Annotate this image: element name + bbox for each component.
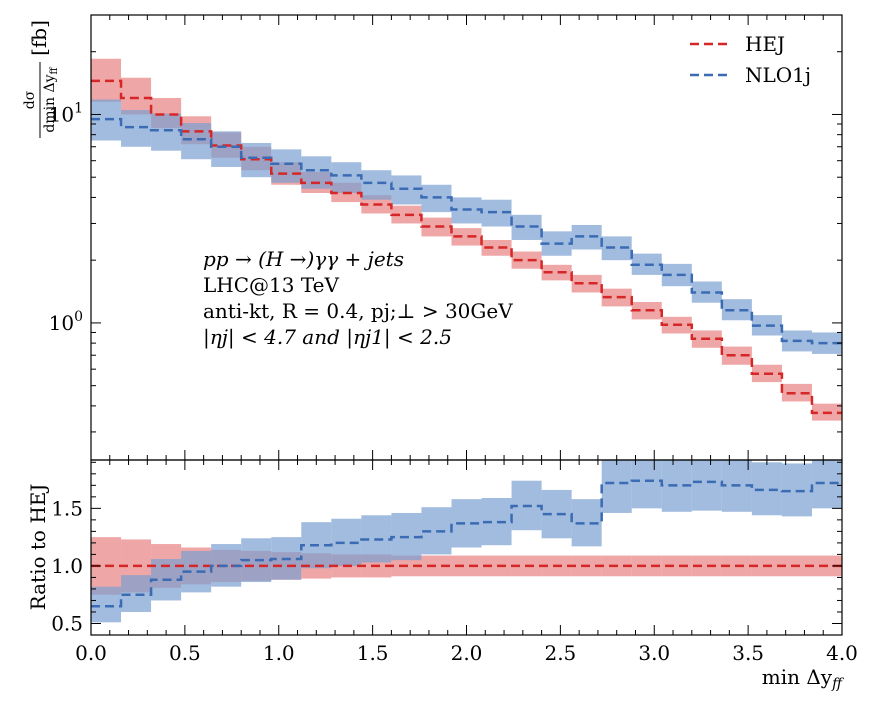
main-band-hej-23: [781, 383, 812, 402]
main-band-hej-15: [541, 264, 572, 281]
ratio-band-hej-20: [691, 555, 722, 577]
main-bands: [91, 58, 842, 421]
ylabel-denominator: dmin Δyff: [42, 66, 60, 132]
x-tick-label: 4.0: [826, 641, 858, 665]
legend: HEJ NLO1j: [690, 32, 811, 87]
ylabel-numerator: dσ: [22, 90, 38, 109]
ratio-band-nlo1j-0: [91, 586, 122, 623]
y-tick-label: 101: [49, 100, 83, 126]
main-band-nlo1j-3: [181, 122, 212, 160]
x-tick-label: 2.0: [451, 641, 483, 665]
ratio-band-nlo1j-17: [601, 460, 632, 513]
ratio-band-hej-18: [631, 555, 662, 577]
main-band-nlo1j-2: [151, 113, 182, 151]
ratio-y-tick-label: 0.5: [51, 611, 83, 635]
ratio-band-hej-12: [451, 555, 482, 577]
main-band-hej-16: [571, 274, 602, 293]
annotation-lhc: LHC@13 TeV: [203, 273, 339, 297]
x-tick-label: 1.5: [357, 641, 389, 665]
main-band-nlo1j-6: [271, 149, 302, 183]
x-tick-label: 0.0: [75, 641, 107, 665]
main-band-nlo1j-17: [601, 236, 632, 261]
x-tick-label: 3.0: [638, 641, 670, 665]
xlabel: min Δyff: [762, 665, 844, 692]
ratio-y-tick-label: 1.5: [51, 496, 83, 520]
main-line-hej: [91, 79, 842, 415]
main-band-hej-21: [721, 346, 752, 365]
main-lines: [91, 79, 842, 415]
annotation-eta-cuts: |ηj| < 4.7 and |ηj1| < 2.5: [203, 325, 452, 350]
ratio-band-hej-11: [421, 555, 452, 577]
main-band-hej-13: [481, 239, 512, 256]
x-tick-label: 2.5: [544, 641, 576, 665]
ratio-ylabel: Ratio to HEJ: [26, 484, 50, 611]
axes: [90, 14, 843, 636]
x-tick-label: 1.0: [263, 641, 295, 665]
ratio-band-hej-13: [481, 555, 512, 577]
legend-label-hej: HEJ: [745, 32, 785, 56]
y-tick-label: 100: [49, 309, 83, 335]
ratio-bands: [91, 460, 842, 623]
ratio-band-nlo1j-20: [691, 460, 722, 511]
x-tick-label: 3.5: [732, 641, 764, 665]
ratio-y-tick-label: 1.0: [51, 554, 83, 578]
main-ylabel: dσ dmin Δyff [fb]: [22, 20, 60, 138]
ylabel-unit: [fb]: [27, 20, 51, 56]
ratio-band-nlo1j-18: [631, 460, 662, 509]
main-band-hej-14: [511, 251, 542, 269]
main-band-nlo1j-8: [331, 162, 362, 193]
main-band-hej-17: [601, 288, 632, 307]
annotations: pp → (H →)γγ + jets LHC@13 TeV anti-kt, …: [203, 247, 513, 350]
main-band-nlo1j-9: [361, 170, 392, 200]
main-line-nlo1j: [91, 117, 842, 345]
main-band-nlo1j-1: [121, 110, 152, 147]
labels: 0.0 0.5 1.0 1.5 2.0 2.5 3.0 3.5 4.0 100 101 0.5 1.0 1…: [49, 100, 858, 665]
x-tick-label: 0.5: [169, 641, 201, 665]
main-band-nlo1j-21: [721, 299, 752, 321]
annotation-algorithm: anti-kt, R = 0.4, pj;⊥ > 30GeV: [203, 299, 513, 323]
legend-label-nlo1j: NLO1j: [745, 63, 811, 87]
ratio-band-hej-19: [661, 555, 692, 577]
main-band-hej-1: [121, 77, 152, 115]
annotation-process: pp → (H →)γγ + jets: [203, 247, 404, 271]
main-band-nlo1j-4: [211, 131, 242, 167]
main-band-hej-12: [451, 228, 482, 246]
